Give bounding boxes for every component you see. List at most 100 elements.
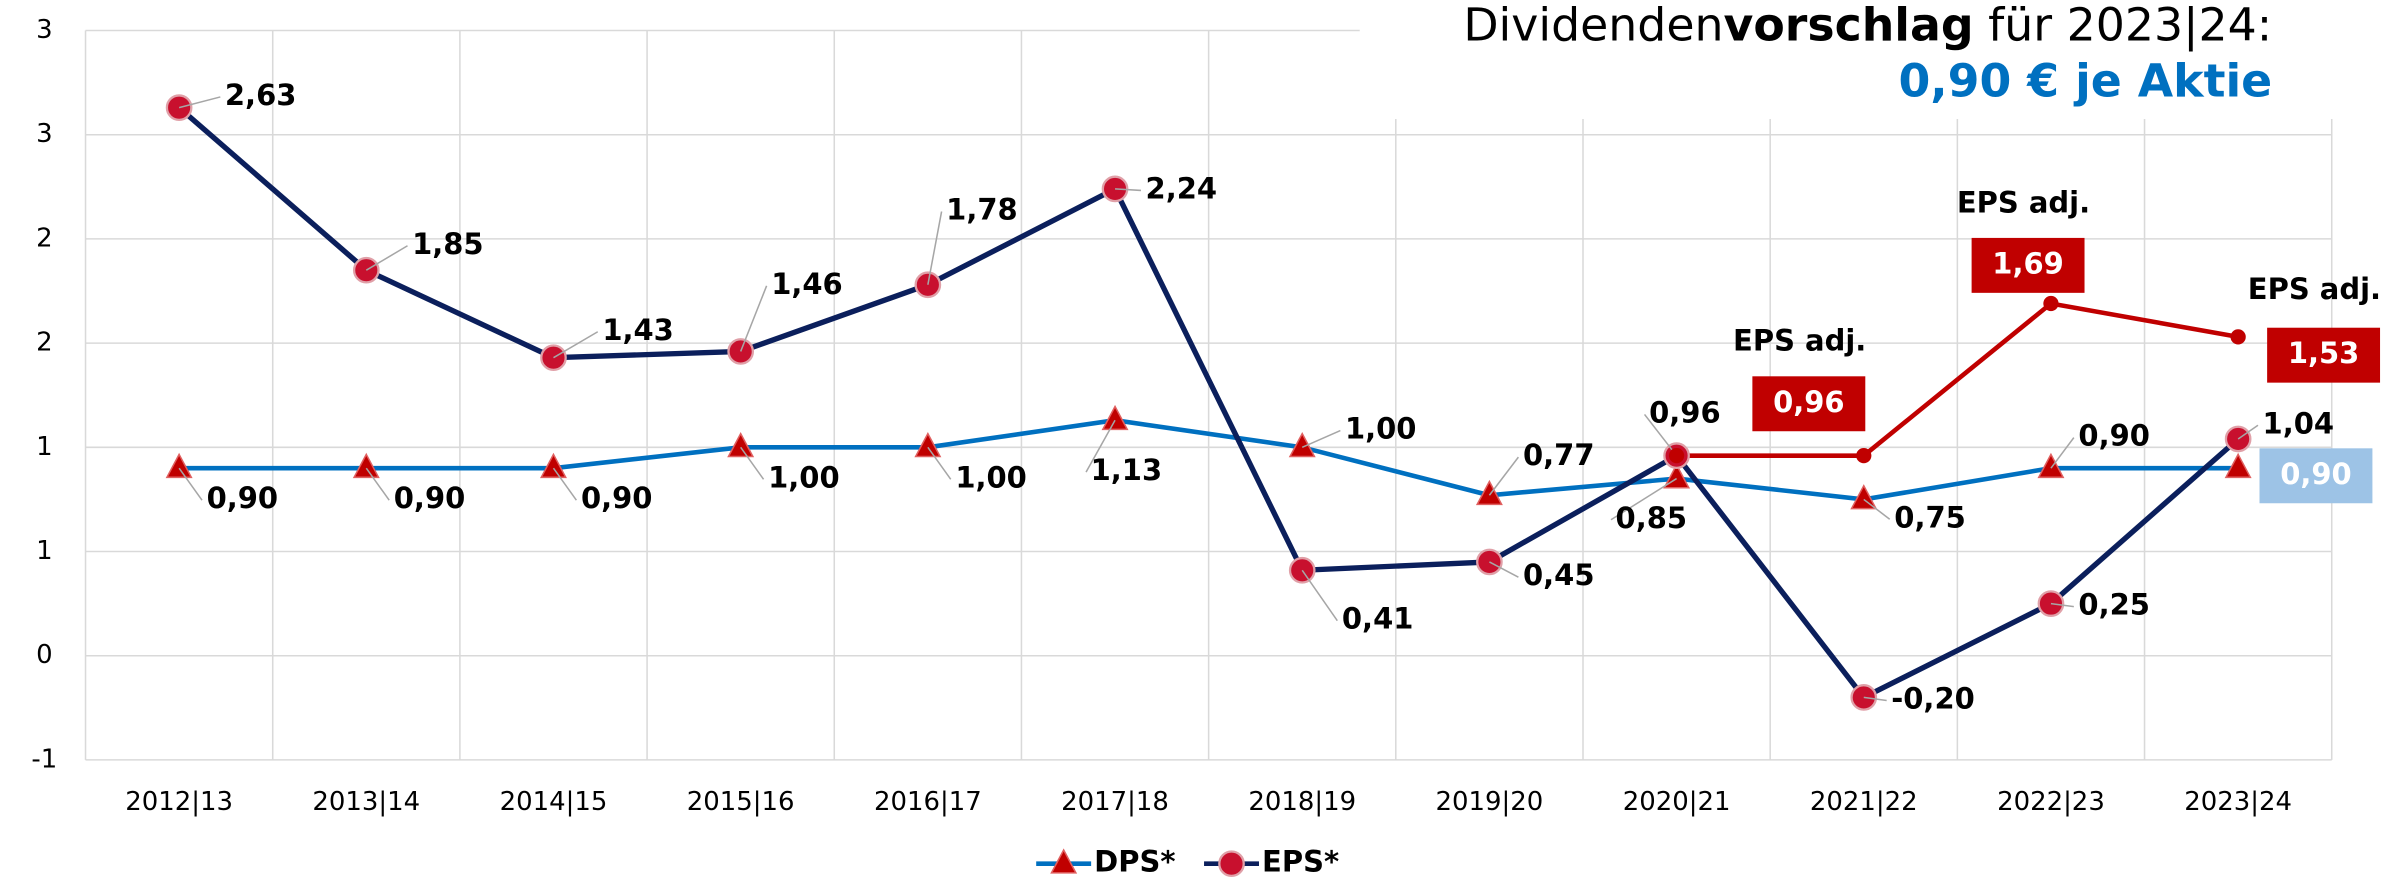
point-marker <box>2043 295 2059 312</box>
label-box <box>1971 237 2085 293</box>
x-tick-label: 2016|17 <box>874 787 982 817</box>
leader-line <box>1114 188 1142 192</box>
leader-line <box>1643 413 1678 457</box>
point-marker <box>1050 848 1078 874</box>
legend-label: DPS* <box>1094 845 1175 879</box>
y-tick-label: 0 <box>36 640 53 670</box>
y-tick-label: 3 <box>36 119 53 149</box>
data-label: 0,90 <box>581 481 653 515</box>
y-tick-label: 1 <box>36 432 53 462</box>
point-marker <box>1668 448 1685 464</box>
data-label: 0,75 <box>1894 500 1966 534</box>
point-marker <box>352 452 380 479</box>
data-label: 1,69 <box>1992 246 2064 280</box>
y-tick-label: 2 <box>36 223 53 253</box>
point-marker <box>727 338 755 365</box>
title-part: vorschlag <box>1724 0 1974 51</box>
data-label: 1,78 <box>946 193 1018 227</box>
annotation: EPS adj. <box>1733 324 1866 358</box>
x-tick-label: 2020|21 <box>1623 787 1731 817</box>
data-label: 1,13 <box>1091 453 1163 487</box>
chart-subtitle: 0,90 € je Aktie <box>1898 54 2272 107</box>
point-marker <box>2037 452 2065 479</box>
data-label: 2,63 <box>225 78 297 112</box>
point-marker <box>1218 850 1245 878</box>
leader-line <box>1301 429 1341 449</box>
x-tick-label: 2013|14 <box>312 787 420 817</box>
leader-line <box>552 467 577 501</box>
leader-line <box>2050 602 2074 608</box>
point-marker <box>1288 556 1316 584</box>
point-marker <box>1476 548 1503 576</box>
data-label: 1,00 <box>1345 412 1417 446</box>
point-marker <box>914 431 942 458</box>
leader-line <box>1488 456 1520 496</box>
point-marker <box>1850 484 1878 510</box>
label-box <box>2267 327 2381 383</box>
point-marker <box>165 452 193 479</box>
series-line <box>177 105 2240 701</box>
point-marker <box>2037 590 2065 617</box>
data-label: 0,90 <box>2280 457 2352 491</box>
legend-label: EPS* <box>1262 845 1339 879</box>
data-label: 0,90 <box>207 481 279 515</box>
data-label: 0,90 <box>394 481 466 515</box>
title-background <box>1359 0 2386 120</box>
data-label: 1,43 <box>602 313 674 347</box>
x-tick-label: 2014|15 <box>500 787 608 817</box>
data-label: 0,96 <box>1649 395 1721 429</box>
leader-line <box>1085 419 1116 473</box>
y-tick-label: 1 <box>36 536 53 566</box>
leader-line <box>1301 569 1338 622</box>
point-marker <box>540 452 567 479</box>
leader-line <box>1863 696 1887 702</box>
point-marker <box>727 431 755 458</box>
data-label: 0,45 <box>1523 558 1595 592</box>
data-label: -0,20 <box>1891 681 1975 715</box>
point-marker <box>2224 425 2252 453</box>
x-tick-label: 2017|18 <box>1061 787 1169 817</box>
leader-line <box>365 245 408 271</box>
leader-line <box>2237 424 2259 440</box>
data-label: 1,85 <box>412 227 484 261</box>
point-marker <box>914 271 942 299</box>
leader-line <box>178 467 203 501</box>
label-box <box>2259 448 2373 504</box>
leader-line <box>739 285 768 352</box>
x-tick-label: 2023|24 <box>2184 787 2292 817</box>
y-tick-label: 3 <box>36 15 53 45</box>
x-tick-label: 2022|23 <box>1997 787 2105 817</box>
point-marker <box>1856 448 1872 464</box>
data-label: 1,04 <box>2263 406 2335 440</box>
data-label: 0,41 <box>1342 602 1414 636</box>
data-label: 1,00 <box>955 460 1027 494</box>
title-part: Dividenden <box>1463 0 1723 51</box>
annotation: EPS adj. <box>1957 185 2090 219</box>
data-label: 0,96 <box>1773 385 1845 419</box>
annotation: EPS adj. <box>2248 272 2381 306</box>
data-label: 2,24 <box>1146 171 1218 205</box>
x-tick-label: 2018|19 <box>1248 787 1356 817</box>
y-tick-label: 2 <box>36 328 53 358</box>
data-label: 0,85 <box>1616 501 1688 535</box>
leader-line <box>1863 498 1891 520</box>
x-tick-label: 2015|16 <box>687 787 795 817</box>
data-label: 1,46 <box>771 267 843 301</box>
point-marker <box>2230 329 2246 345</box>
data-label: 1,53 <box>2288 336 2360 370</box>
leader-line <box>2050 437 2075 469</box>
y-tick-label: -1 <box>31 744 57 774</box>
chart-title: Dividendenvorschlag für 2023|24: <box>1463 0 2272 52</box>
leader-line <box>553 331 599 359</box>
x-tick-label: 2012|13 <box>125 787 233 817</box>
leader-line <box>365 467 390 501</box>
series-line <box>1676 301 2239 458</box>
leader-line <box>740 446 765 480</box>
data-label: 0,90 <box>2078 419 2150 453</box>
grid <box>84 29 2333 761</box>
label-box <box>1752 376 1866 432</box>
leader-line <box>927 446 952 480</box>
point-marker <box>1475 479 1503 506</box>
x-tick-label: 2019|20 <box>1436 787 1544 817</box>
